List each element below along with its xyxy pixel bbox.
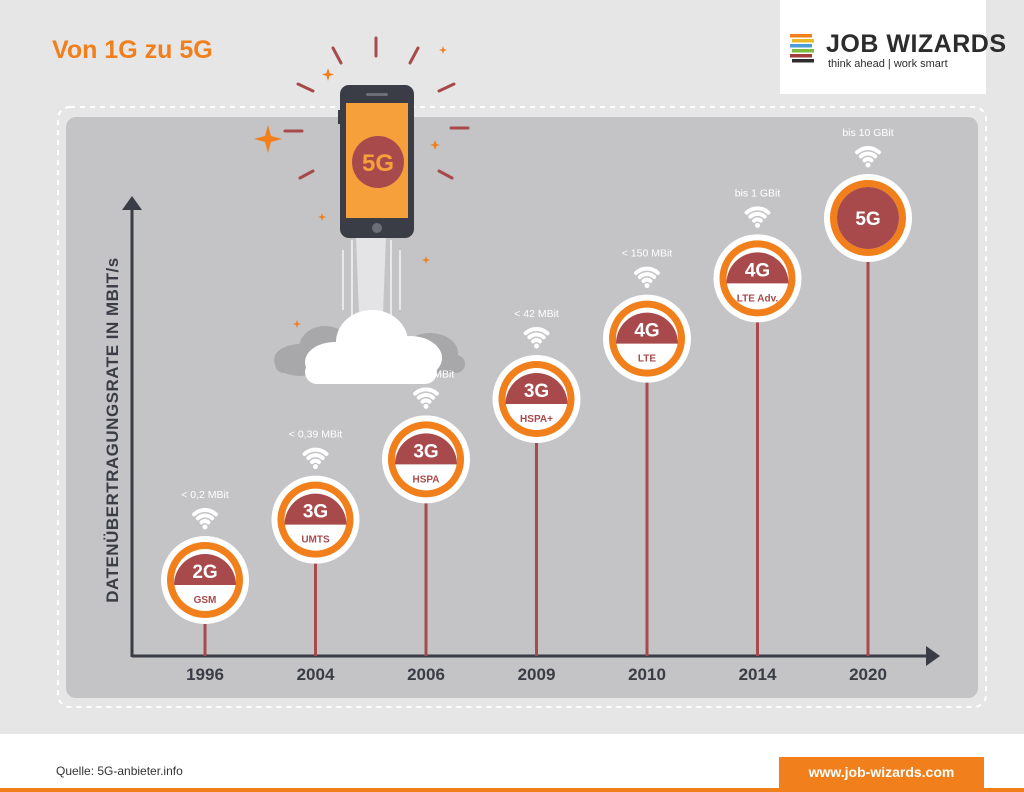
- wifi-icon: [523, 327, 550, 349]
- phone-icon: [338, 85, 414, 238]
- timeline-point-2006: 3G HSPA < = 7,2 MBit 2006: [382, 368, 470, 684]
- timeline-point-2004: 3G UMTS < 0,39 MBit 2004: [271, 429, 360, 684]
- marker-top-half: [395, 433, 457, 465]
- page-title: Von 1G zu 5G: [52, 36, 213, 64]
- marker-top-half: [284, 493, 347, 525]
- marker-full: [837, 187, 899, 249]
- timeline-chart: 5G DATENÜBERTRAGUNGSRATE IN MBIT/s 2G GSM…: [57, 36, 987, 708]
- year-label: 2009: [518, 665, 556, 684]
- wifi-icon: [192, 508, 218, 530]
- burst-rays-icon: [283, 36, 470, 180]
- rate-label: bis 1 GBit: [735, 187, 781, 199]
- year-label: 2004: [297, 665, 335, 684]
- rate-label: < 150 MBit: [622, 248, 673, 260]
- marker-top-half: [174, 554, 236, 585]
- logo-name: JOB WIZARDS: [826, 30, 1007, 58]
- year-label: 1996: [186, 665, 224, 684]
- timeline-point-2014: 4G LTE Adv. bis 1 GBit 2014: [713, 187, 802, 684]
- rate-label: < 42 MBit: [514, 308, 559, 320]
- logo-stripe: [790, 54, 812, 58]
- y-axis-label: DATENÜBERTRAGUNGSRATE IN MBIT/s: [103, 257, 122, 602]
- logo-stripe: [792, 59, 814, 63]
- axes: [122, 196, 940, 666]
- timeline-point-2020: 5G bis 10 GBit 2020: [824, 127, 912, 684]
- marker-top-half: [726, 252, 789, 284]
- timeline-point-2009: 3G HSPA+ < 42 MBit 2009: [492, 308, 581, 684]
- year-label: 2014: [739, 665, 777, 684]
- generation-label: 4G: [634, 321, 659, 342]
- generation-label: 3G: [303, 502, 328, 523]
- logo-stripes-icon: [790, 34, 814, 63]
- technology-label: UMTS: [301, 535, 330, 546]
- marker-top-half: [616, 312, 678, 344]
- generation-label: 3G: [413, 441, 438, 462]
- rate-label: < 0,2 MBit: [181, 489, 229, 501]
- rate-label: < 0,39 MBit: [289, 429, 342, 441]
- phone-screen-label: 5G: [362, 150, 394, 177]
- rate-label: bis 10 GBit: [842, 127, 893, 139]
- year-label: 2020: [849, 665, 887, 684]
- year-label: 2010: [628, 665, 666, 684]
- marker-top-half: [505, 373, 568, 404]
- logo-stripe: [790, 44, 812, 48]
- generation-label: 4G: [745, 260, 770, 281]
- technology-label: HSPA+: [520, 414, 553, 425]
- generation-label: 5G: [855, 209, 880, 230]
- footer-accent-line: [0, 788, 1024, 792]
- technology-label: HSPA: [412, 474, 439, 485]
- technology-label: LTE: [638, 354, 656, 365]
- generation-label: 3G: [524, 381, 549, 402]
- technology-label: GSM: [194, 595, 217, 606]
- logo-stripe: [792, 39, 814, 43]
- year-label: 2006: [407, 665, 445, 684]
- wifi-icon: [744, 206, 771, 228]
- website-link[interactable]: www.job-wizards.com: [779, 757, 984, 788]
- timeline-point-1996: 2G GSM < 0,2 MBit 1996: [161, 489, 249, 684]
- technology-label: LTE Adv.: [737, 293, 779, 304]
- logo-stripe: [792, 49, 814, 53]
- rate-label: < = 7,2 MBit: [398, 368, 455, 380]
- logo-tagline: think ahead | work smart: [828, 58, 948, 70]
- wifi-icon: [413, 387, 439, 409]
- timeline-point-2010: 4G LTE < 150 MBit 2010: [603, 248, 691, 684]
- source-note: Quelle: 5G-anbieter.info: [56, 764, 183, 778]
- generation-label: 2G: [192, 562, 217, 583]
- sparkle-icon: [254, 46, 447, 328]
- logo-stripe: [790, 34, 812, 38]
- dashed-frame: [57, 106, 987, 708]
- wifi-icon: [634, 266, 660, 289]
- cloud-icon: [274, 310, 465, 384]
- wifi-icon: [855, 146, 881, 168]
- logo: [780, 0, 986, 94]
- wifi-icon: [302, 447, 329, 470]
